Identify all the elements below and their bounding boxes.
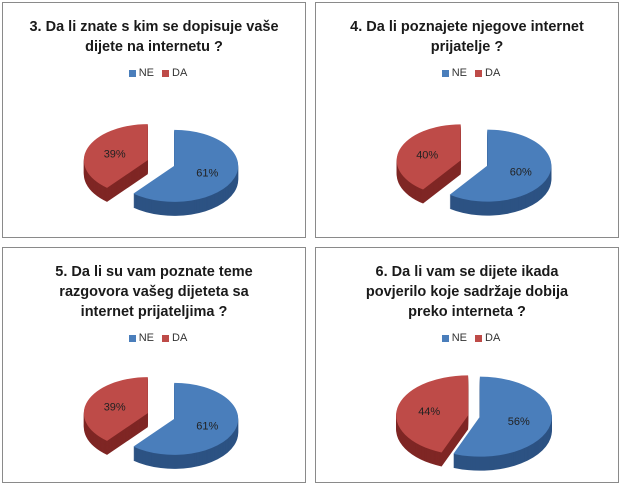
pie-chart-panel-5: 61% 39% 5. Da li su vam poznate teme razgov… [2, 247, 306, 483]
title-line: 5. Da li su vam poznate teme [55, 264, 253, 280]
pie-chart: 56% 44% [396, 375, 552, 471]
slice-top [396, 375, 469, 453]
pie-chart: 61% 39% [83, 377, 239, 469]
legend-label: NE [451, 67, 467, 79]
slice-top [449, 129, 552, 202]
title-line: povjerilo koje sadržaje dobija [365, 284, 569, 300]
data-label: 44% [418, 406, 440, 418]
legend: NE DA [3, 332, 305, 344]
pie-slice-ne: 61% [133, 382, 239, 469]
title-line: dijete na internetu ? [85, 39, 223, 55]
pie-slice-da: 39% [83, 377, 148, 455]
data-label: 39% [104, 401, 126, 413]
legend-swatch-ne [441, 334, 449, 342]
slice-top [133, 382, 239, 455]
slice-top [83, 377, 148, 441]
legend-swatch-ne [128, 69, 136, 77]
title-line: internet prijateljima ? [80, 304, 228, 320]
legend-swatch-ne [128, 334, 136, 342]
chart-title: 5. Da li su vam poznate teme razgovora va… [3, 262, 305, 322]
legend: NE DA [3, 67, 305, 79]
legend-swatch-da [475, 69, 482, 77]
title-line: prijatelje ? [430, 39, 504, 55]
pie-chart-panel-4: 60% 40% 4. Da li poznajete njegove interne… [315, 2, 619, 238]
legend-swatch-da [162, 69, 169, 77]
title-line: 3. Da li znate s kim se dopisuje vaše [29, 19, 279, 35]
title-line: razgovora vašeg dijeteta sa [59, 284, 249, 300]
pie-slice-ne: 61% [133, 129, 239, 216]
data-label: 56% [508, 416, 530, 428]
legend-swatch-ne [441, 69, 449, 77]
slice-top [133, 129, 239, 202]
legend-label: NE [138, 67, 154, 79]
slice-top [396, 124, 461, 190]
legend: NE DA [316, 332, 618, 344]
pie-slice-ne: 60% [449, 129, 552, 216]
pie-slice-da: 39% [83, 124, 148, 202]
chart-title: 3. Da li znate s kim se dopisuje vaše dij… [3, 17, 305, 57]
legend-label: DA [485, 67, 501, 79]
pie-slice-da: 44% [396, 375, 469, 467]
pie-slice-ne: 56% [453, 376, 552, 471]
legend: NE DA [316, 67, 618, 79]
title-line: preko interneta ? [408, 304, 526, 320]
pie-chart: 61% 39% [83, 124, 239, 216]
chart-title: 4. Da li poznajete njegove internet prija… [316, 17, 618, 57]
pie-chart-panel-3: 61% 39% 3. Da li znate s kim se dopisuje v… [2, 2, 306, 238]
slice-top [453, 376, 552, 457]
slice-top [83, 124, 148, 188]
pie-chart-panel-6: 56% 44% 6. Da li vam se dijete ikada povjer… [315, 247, 619, 483]
data-label: 61% [196, 421, 218, 433]
chart-title: 6. Da li vam se dijete ikada povjerilo ko… [316, 262, 618, 322]
legend-label: NE [138, 332, 154, 344]
data-label: 60% [510, 167, 532, 179]
legend-label: DA [172, 332, 188, 344]
pie-chart: 60% 40% [396, 124, 552, 216]
legend-swatch-da [475, 334, 482, 342]
legend-label: DA [485, 332, 501, 344]
title-line: 6. Da li vam se dijete ikada [375, 264, 559, 280]
data-label: 61% [196, 168, 218, 180]
pie-slice-da: 40% [396, 124, 461, 204]
legend-label: DA [172, 67, 188, 79]
legend-swatch-da [162, 334, 169, 342]
data-label: 39% [104, 148, 126, 160]
title-line: 4. Da li poznajete njegove internet [350, 19, 584, 35]
legend-label: NE [451, 332, 467, 344]
data-label: 40% [416, 149, 438, 161]
